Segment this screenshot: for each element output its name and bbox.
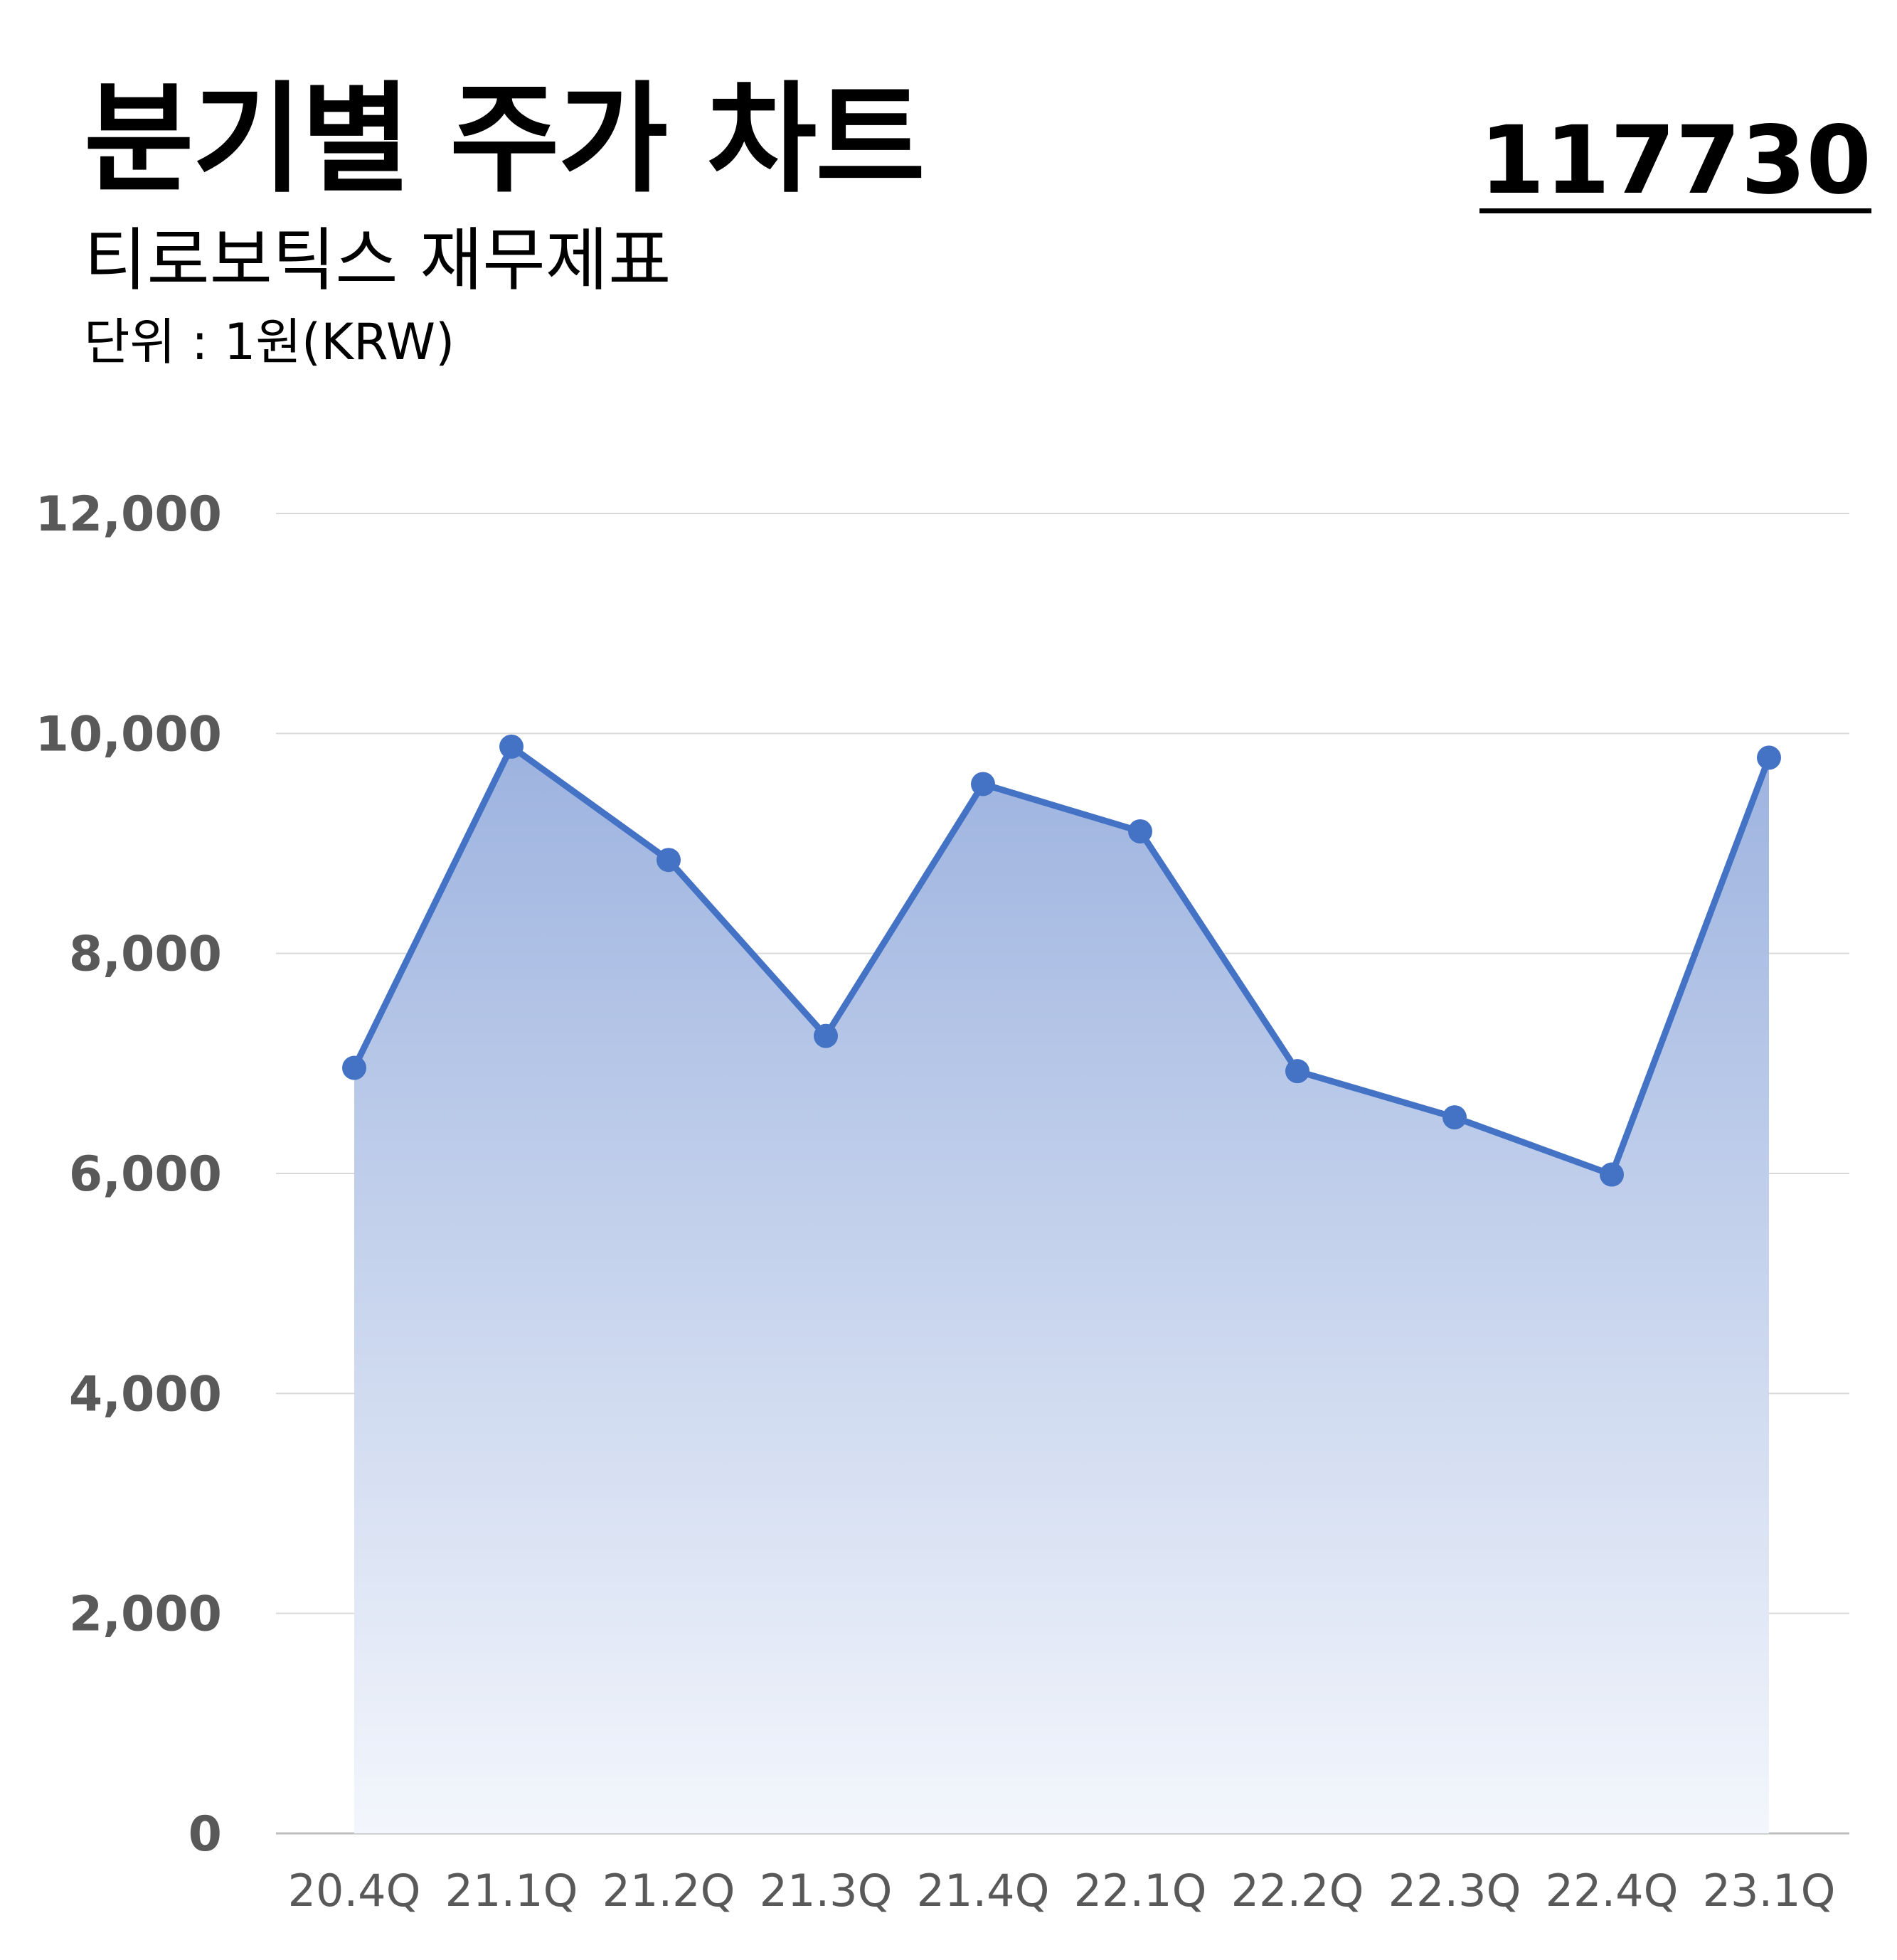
x-tick-label: 22.1Q [1074, 1865, 1207, 1917]
data-point [342, 1055, 366, 1080]
x-tick-label: 21.4Q [917, 1865, 1050, 1917]
data-point [1757, 745, 1781, 770]
data-point [1285, 1059, 1309, 1084]
data-points [342, 734, 1781, 1187]
data-point [1128, 819, 1152, 843]
series-line [351, 743, 1773, 1178]
data-point [499, 734, 524, 759]
x-axis-ticks: 20.4Q 21.1Q 21.2Q 21.3Q 21.4Q 22.1Q 22.2Q 22.3Q… [288, 1865, 1836, 1917]
y-tick-label: 8,000 [69, 927, 222, 983]
stock-code: 117730 [1479, 106, 1872, 215]
x-tick-label: 21.1Q [445, 1865, 578, 1917]
unit-label: 단위 : 1원(KRW) [84, 313, 455, 371]
y-tick-label: 2,000 [69, 1587, 222, 1643]
x-tick-label: 22.2Q [1231, 1865, 1364, 1917]
chart-subtitle: 티로보틱스 재무제표 [84, 220, 671, 300]
x-tick-label: 21.2Q [602, 1865, 735, 1917]
area-fill [354, 746, 1769, 1833]
data-point [657, 848, 681, 873]
x-tick-label: 22.3Q [1388, 1865, 1521, 1917]
y-tick-label: 6,000 [69, 1146, 222, 1203]
y-tick-label: 0 [188, 1806, 222, 1863]
y-axis-ticks: 0 2,000 4,000 6,000 8,000 10,000 12,000 [36, 486, 222, 1863]
data-point [1442, 1105, 1467, 1130]
chart-title: 분기별 주가 차트 [84, 70, 925, 209]
data-point [1600, 1162, 1624, 1187]
x-tick-label: 22.4Q [1546, 1865, 1679, 1917]
data-point [971, 772, 995, 797]
x-tick-label: 23.1Q [1703, 1865, 1836, 1917]
y-tick-label: 10,000 [36, 706, 222, 762]
x-tick-label: 20.4Q [288, 1865, 421, 1917]
data-point [814, 1023, 838, 1048]
x-tick-label: 21.3Q [760, 1865, 893, 1917]
series-line-group [351, 743, 1773, 1178]
y-tick-label: 12,000 [36, 486, 222, 543]
area-fill-group [354, 746, 1769, 1833]
y-tick-label: 4,000 [69, 1366, 222, 1422]
